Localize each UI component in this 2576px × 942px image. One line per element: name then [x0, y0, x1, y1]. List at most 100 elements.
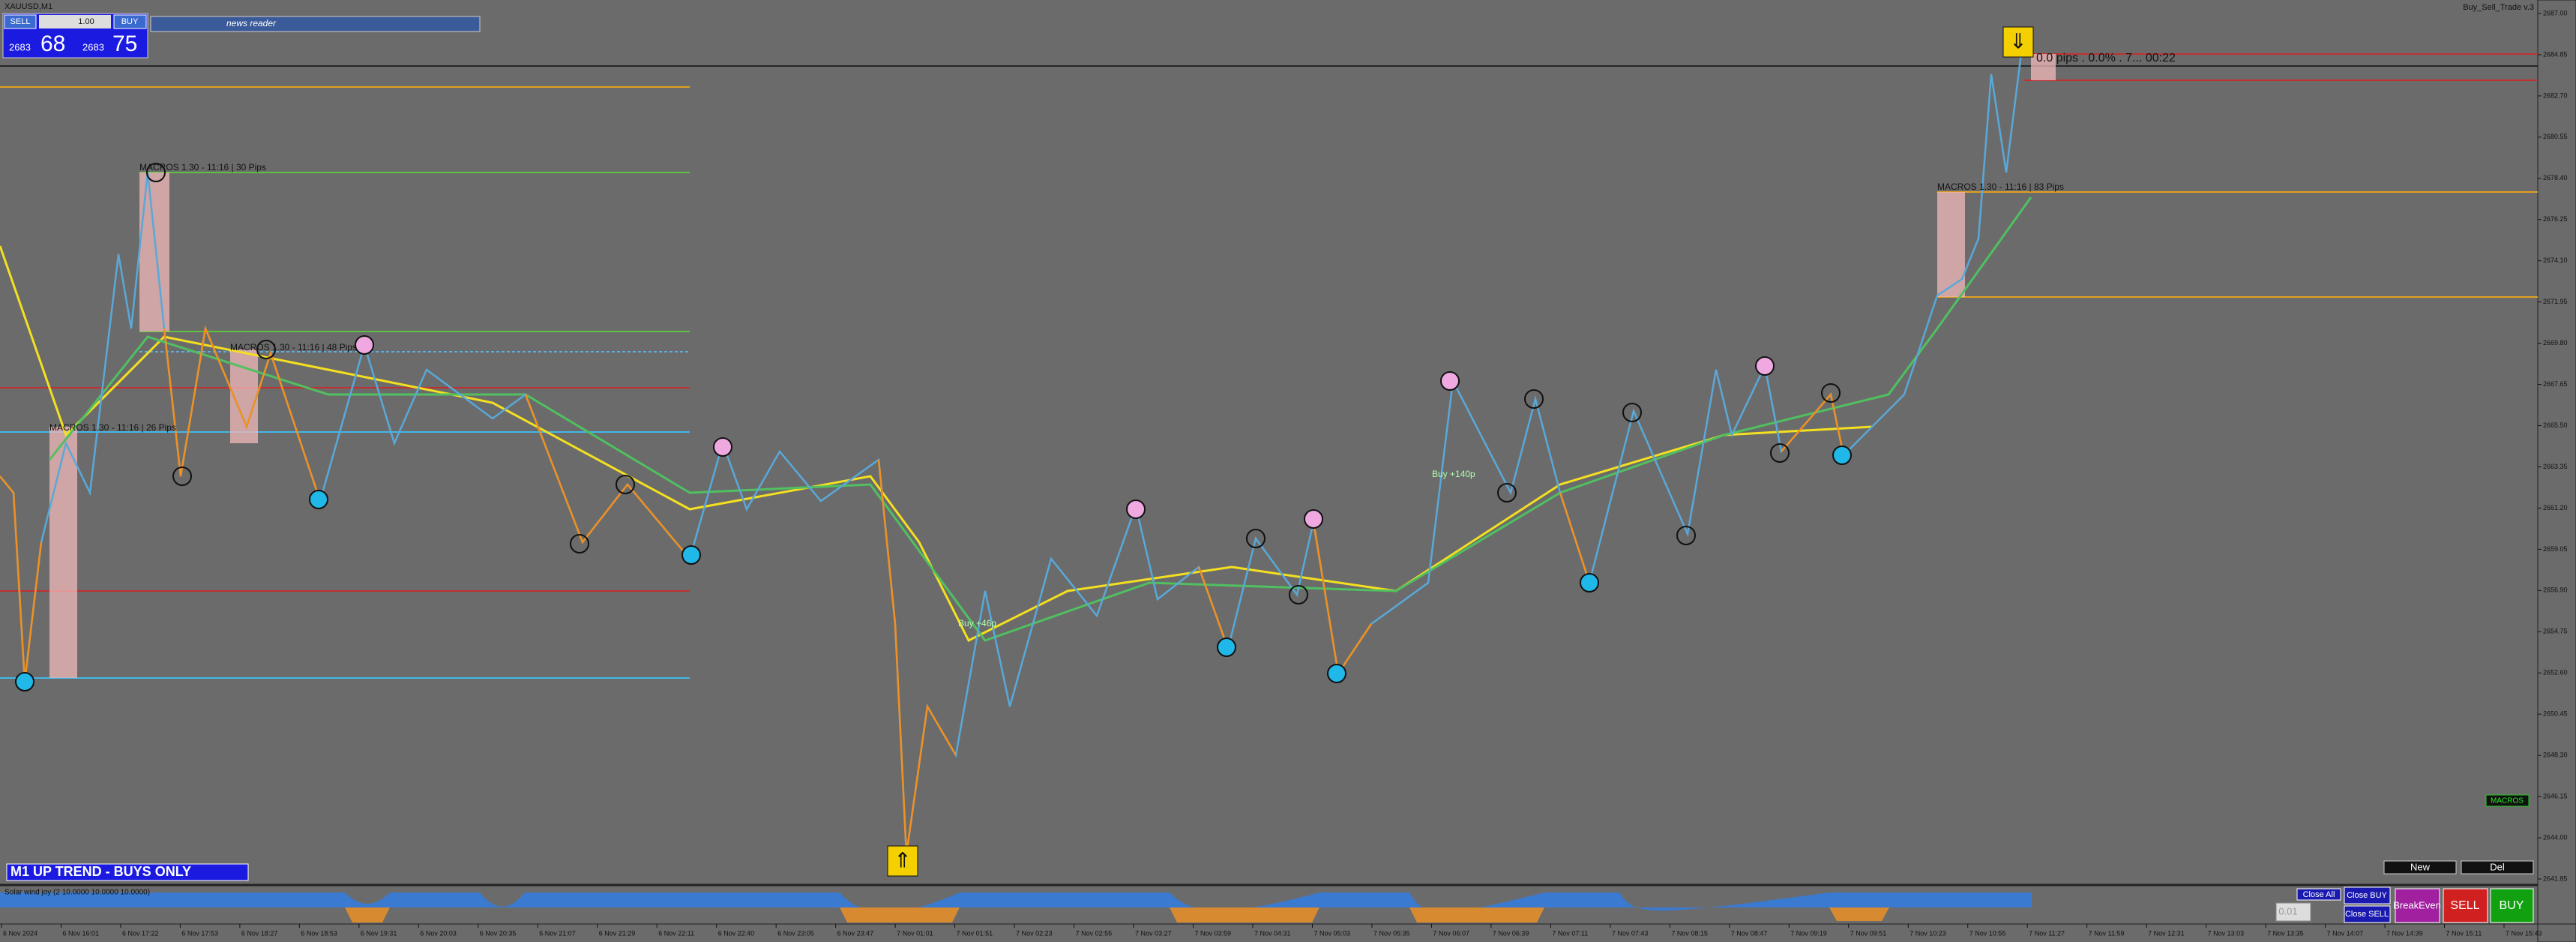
- price-label: 2652.60: [2543, 669, 2568, 676]
- swing: [146, 163, 166, 182]
- segment: [1197, 566, 1230, 650]
- news-bar[interactable]: [150, 16, 481, 32]
- time-label: 6 Nov 18:27: [241, 929, 278, 937]
- level-label: MACROS 1.30 - 11:16 | 83 Pips: [1937, 182, 2064, 192]
- price-label: 2648.30: [2543, 752, 2568, 759]
- buy-button[interactable]: [2490, 888, 2534, 923]
- lot-box-value[interactable]: 0.01: [2278, 905, 2297, 916]
- buy-button[interactable]: [113, 14, 147, 29]
- price-label: 2671.95: [2543, 298, 2568, 305]
- time-label: 7 Nov 01:01: [897, 929, 933, 937]
- sell-label[interactable]: SELL: [2450, 899, 2479, 912]
- arrow-sell: [2002, 26, 2034, 58]
- swing-low: [15, 672, 34, 692]
- swing-high: [1126, 500, 1146, 519]
- swing: [1821, 383, 1841, 403]
- time-label: 7 Nov 02:23: [1016, 929, 1053, 937]
- new-button[interactable]: [2383, 860, 2457, 874]
- trade-buttons: 0.01 Close All Close BUY Close SELL Brea…: [2275, 886, 2534, 923]
- time-label: 7 Nov 08:47: [1731, 929, 1768, 937]
- time-label: 7 Nov 06:07: [1433, 929, 1469, 937]
- time-label: 7 Nov 07:11: [1552, 929, 1588, 937]
- price-label: 2659.05: [2543, 545, 2568, 553]
- lot-value[interactable]: 1.00: [78, 17, 94, 26]
- price-label: 2654.75: [2543, 628, 2568, 635]
- indicator-name: Buy_Sell_Trade v.3: [2463, 3, 2534, 12]
- price-label: 2674.10: [2543, 256, 2568, 264]
- segment: [1781, 392, 1845, 456]
- segment: [524, 394, 690, 560]
- levels: [0, 53, 2538, 679]
- time-label: 6 Nov 23:05: [777, 929, 814, 937]
- close-all-button[interactable]: [2296, 888, 2341, 901]
- time-label: 7 Nov 05:35: [1373, 929, 1410, 937]
- swing: [1246, 529, 1266, 548]
- news-label[interactable]: news reader: [226, 18, 277, 28]
- zone: [2031, 54, 2056, 80]
- sell-button[interactable]: [2443, 888, 2488, 923]
- trend-box: [6, 863, 249, 881]
- indicator-blue: [0, 892, 2032, 913]
- swing-high: [1755, 356, 1775, 376]
- breakeven-label[interactable]: BreakEven: [2393, 899, 2441, 910]
- price-label: 2680.55: [2543, 133, 2568, 140]
- close-buy-label[interactable]: Close BUY: [2347, 891, 2387, 900]
- close-all-label[interactable]: Close All: [2303, 890, 2335, 899]
- buy-label[interactable]: BUY: [2500, 899, 2524, 912]
- price-label: 2646.15: [2543, 792, 2568, 800]
- time-label: 6 Nov 19:31: [361, 929, 397, 937]
- time-label: 6 Nov 20:35: [480, 929, 517, 937]
- lot-box[interactable]: [2275, 902, 2311, 922]
- swing-high: [713, 437, 732, 457]
- time-label: 6 Nov 21:07: [539, 929, 576, 937]
- swing-high: [355, 335, 374, 355]
- time-label: 7 Nov 09:51: [1850, 929, 1887, 937]
- close-sell-button[interactable]: [2344, 905, 2391, 923]
- close-buy-button[interactable]: [2344, 886, 2391, 904]
- time-label: 7 Nov 03:59: [1195, 929, 1232, 937]
- time-label: 7 Nov 11:59: [2089, 929, 2125, 937]
- level-label: MACROS 1.30 - 11:16 | 48 Pips: [230, 342, 357, 352]
- price-label: 2656.90: [2543, 586, 2568, 594]
- price-label: 2663.35: [2543, 463, 2568, 470]
- time-label: 6 Nov 17:53: [181, 929, 218, 937]
- time-label: 7 Nov 14:39: [2386, 929, 2423, 937]
- sell-label[interactable]: SELL: [10, 17, 31, 26]
- zone: [139, 172, 169, 332]
- close-sell-label[interactable]: Close SELL: [2345, 910, 2389, 919]
- time-label: 7 Nov 04:31: [1254, 929, 1291, 937]
- ma-yellow: [0, 245, 1873, 643]
- trade-label: Buy +140p: [1432, 469, 1475, 479]
- time-label: 6 Nov 20:03: [420, 929, 457, 937]
- lot-input[interactable]: [39, 15, 111, 28]
- macros-label[interactable]: MACROS: [2491, 797, 2524, 806]
- bid-small: 68: [40, 32, 65, 56]
- sub-window-title: Solar wind joy (2 10.0000 10.0000 10.000…: [4, 889, 150, 897]
- new-label[interactable]: New: [2410, 861, 2431, 872]
- swing-high: [1304, 509, 1323, 529]
- bid-big: 2683: [9, 41, 31, 52]
- price-label: 2687.00: [2543, 9, 2568, 16]
- swing-low: [1832, 446, 1852, 465]
- price-label: 2641.85: [2543, 874, 2568, 882]
- sell-button[interactable]: [4, 14, 37, 29]
- segment: [1559, 492, 1591, 584]
- time-label: 6 Nov 17:22: [122, 929, 159, 937]
- price-label: 2665.50: [2543, 422, 2568, 429]
- swing-low: [1580, 573, 1599, 592]
- swing: [1676, 526, 1696, 545]
- chart-buttons: New Del MACROS: [2383, 794, 2534, 874]
- del-label[interactable]: Del: [2490, 861, 2505, 872]
- breakeven-button[interactable]: [2395, 888, 2440, 923]
- del-button[interactable]: [2461, 860, 2534, 874]
- price-label: 2650.45: [2543, 710, 2568, 718]
- swing-low: [1327, 664, 1346, 683]
- time-label: 6 Nov 21:29: [599, 929, 636, 937]
- buy-label[interactable]: BUY: [121, 17, 139, 26]
- swing: [172, 466, 192, 486]
- level-label: MACROS 1.30 - 11:16 | 26 Pips: [49, 422, 176, 433]
- trade-label: Buy +46p: [958, 618, 996, 628]
- macros-box[interactable]: [2485, 794, 2530, 807]
